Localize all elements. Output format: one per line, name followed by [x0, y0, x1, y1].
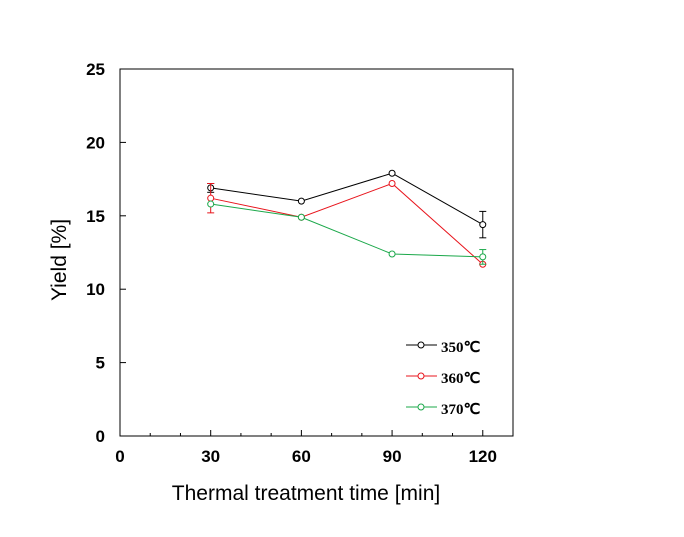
axis-ticks: 0 30 60 90 120 0 5 10 15 20 25	[86, 60, 497, 466]
y-tick-label: 10	[86, 280, 105, 299]
legend-marker	[417, 403, 425, 411]
x-tick-label: 0	[115, 447, 124, 466]
y-tick-label: 20	[86, 133, 105, 152]
data-point	[388, 169, 396, 177]
series-line	[210, 172, 484, 226]
data-point	[207, 194, 215, 202]
series-line	[210, 182, 484, 265]
data-point	[297, 213, 305, 221]
y-tick-label: 25	[86, 60, 105, 79]
series-group	[207, 169, 487, 268]
legend-marker	[417, 341, 425, 349]
series	[207, 200, 487, 265]
x-axis-title: Thermal treatment time [min]	[172, 482, 440, 505]
y-tick-label: 5	[96, 354, 105, 373]
y-axis-title: Yield [%]	[48, 219, 71, 301]
data-point	[207, 200, 215, 208]
series-line	[210, 203, 483, 258]
y-tick-label: 0	[96, 427, 105, 446]
data-point	[388, 250, 396, 258]
y-tick-label: 15	[86, 207, 105, 226]
legend-label: 360℃	[441, 371, 481, 387]
data-point	[479, 221, 487, 229]
data-point	[297, 197, 305, 205]
plot-frame	[119, 68, 514, 437]
data-point	[388, 180, 396, 188]
x-tick-label: 90	[383, 447, 402, 466]
series	[207, 169, 487, 239]
data-point	[479, 253, 487, 261]
x-tick-label: 120	[469, 447, 497, 466]
x-tick-label: 60	[292, 447, 311, 466]
legend-label: 350℃	[441, 340, 481, 356]
x-tick-label: 30	[201, 447, 220, 466]
legend: 350℃ 360℃ 370℃	[406, 340, 481, 418]
legend-marker	[417, 372, 425, 380]
legend-label: 370℃	[441, 402, 481, 418]
